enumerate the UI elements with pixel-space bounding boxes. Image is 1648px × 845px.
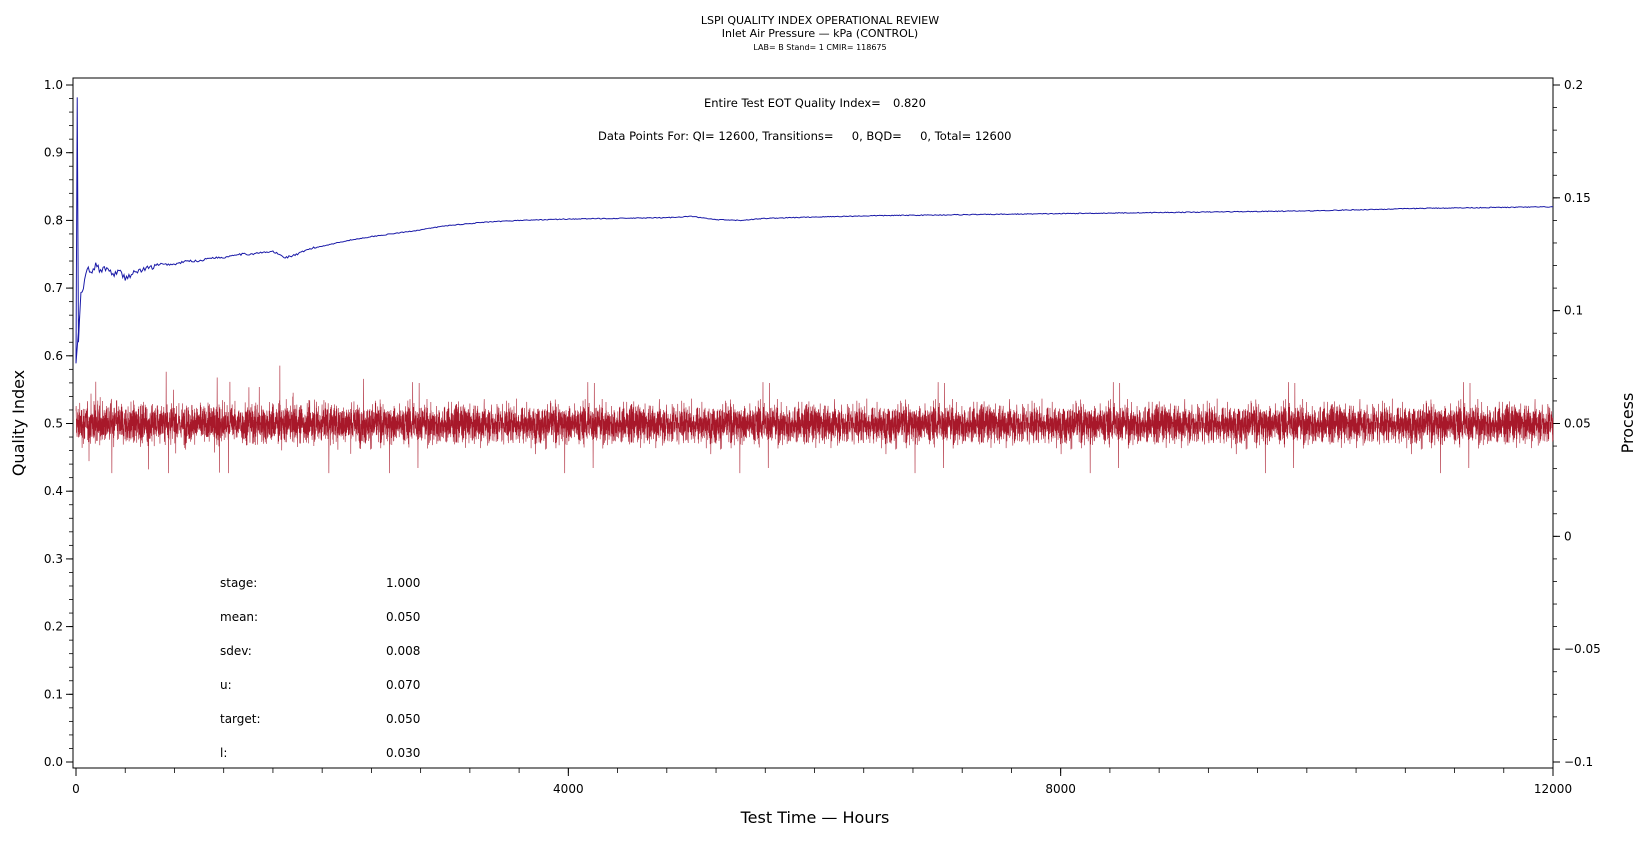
y-left-tick-label: 0.8 bbox=[44, 213, 63, 227]
x-tick-label: 12000 bbox=[1534, 782, 1572, 796]
y-right-tick-label: 0.1 bbox=[1564, 304, 1583, 318]
y-left-tick-label: 0.6 bbox=[44, 349, 63, 363]
stat-value: 0.050 bbox=[386, 712, 420, 726]
data-points-annotation: Data Points For: QI= 12600, Transitions=… bbox=[598, 129, 1011, 143]
y-left-tick-label: 0.9 bbox=[44, 146, 63, 160]
lab-line: LAB= B Stand= 1 CMIR= 118675 bbox=[753, 43, 886, 52]
stat-label: stage: bbox=[220, 576, 257, 590]
y-axis-left: 0.0 0.1 0.2 0.3 0.4 0.5 0.6 0.7 0.8 0.9 1.0 bbox=[44, 78, 73, 769]
stats-block: stage: 1.000 mean: 0.050 sdev: 0.008 u: 0.070 ta… bbox=[220, 576, 420, 760]
y-left-tick-label: 0.2 bbox=[44, 620, 63, 634]
y-axis-right-label: Process bbox=[1618, 393, 1637, 454]
process-line bbox=[75, 365, 1554, 474]
y-left-tick-label: 0.1 bbox=[44, 687, 63, 701]
x-tick-label: 8000 bbox=[1045, 782, 1076, 796]
y-left-tick-label: 0.7 bbox=[44, 281, 63, 295]
stat-value: 0.070 bbox=[386, 678, 420, 692]
stat-value: 1.000 bbox=[386, 576, 420, 590]
y-right-tick-label: 0.15 bbox=[1564, 191, 1591, 205]
stat-label: u: bbox=[220, 678, 232, 692]
quality-index-series bbox=[75, 97, 1554, 364]
x-axis-label: Test Time — Hours bbox=[740, 808, 890, 827]
y-left-tick-label: 1.0 bbox=[44, 78, 63, 92]
y-left-tick-label: 0.4 bbox=[44, 484, 63, 498]
stat-label: target: bbox=[220, 712, 261, 726]
stat-value: 0.008 bbox=[386, 644, 420, 658]
chart-title: LSPI QUALITY INDEX OPERATIONAL REVIEW bbox=[701, 14, 939, 27]
eot-quality-index-label: Entire Test EOT Quality Index= bbox=[704, 96, 881, 110]
quality-index-line bbox=[75, 97, 1554, 364]
chart-subtitle: Inlet Air Pressure — kPa (CONTROL) bbox=[722, 27, 918, 40]
eot-quality-index-value: 0.820 bbox=[893, 96, 926, 110]
y-right-tick-label: 0 bbox=[1564, 529, 1572, 543]
y-right-tick-label: −0.1 bbox=[1564, 755, 1593, 769]
stat-value: 0.050 bbox=[386, 610, 420, 624]
x-axis: 0 4000 8000 12000 bbox=[72, 768, 1572, 796]
x-tick-label: 0 bbox=[72, 782, 80, 796]
y-left-tick-label: 0.5 bbox=[44, 417, 63, 431]
y-axis-left-label: Quality Index bbox=[9, 370, 28, 476]
y-left-tick-label: 0.0 bbox=[44, 755, 63, 769]
x-tick-label: 4000 bbox=[553, 782, 584, 796]
stat-value: 0.030 bbox=[386, 746, 420, 760]
y-axis-right: −0.1 −0.05 0 0.05 0.1 0.15 0.2 bbox=[1553, 78, 1601, 769]
stat-label: l: bbox=[220, 746, 227, 760]
stat-label: sdev: bbox=[220, 644, 252, 658]
y-right-tick-label: 0.05 bbox=[1564, 417, 1591, 431]
y-left-tick-label: 0.3 bbox=[44, 552, 63, 566]
process-series bbox=[75, 365, 1554, 474]
y-right-tick-label: −0.05 bbox=[1564, 642, 1601, 656]
y-right-tick-label: 0.2 bbox=[1564, 78, 1583, 92]
stat-label: mean: bbox=[220, 610, 258, 624]
